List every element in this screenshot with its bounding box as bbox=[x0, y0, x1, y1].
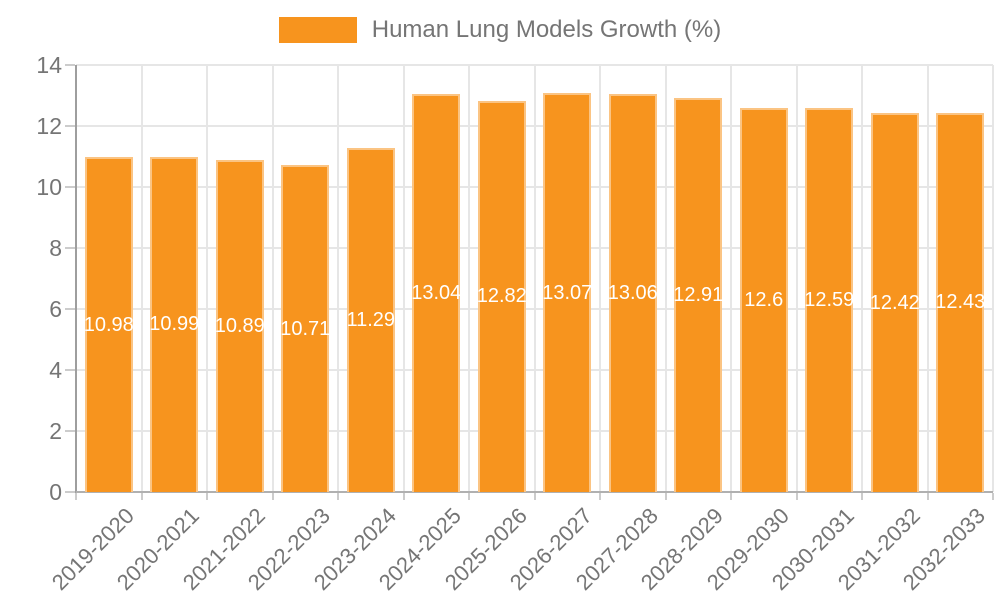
x-tick-mark bbox=[468, 493, 470, 500]
bar-value-label: 12.91 bbox=[673, 284, 724, 307]
bar-value-label: 10.98 bbox=[83, 313, 134, 336]
y-axis-label: 8 bbox=[49, 235, 62, 261]
v-gridline bbox=[468, 65, 470, 492]
x-tick-mark bbox=[402, 493, 405, 500]
bar-value-label: 10.99 bbox=[149, 313, 200, 336]
y-axis-label: 10 bbox=[36, 174, 62, 200]
bar[interactable] bbox=[412, 94, 461, 492]
x-tick-mark bbox=[271, 493, 274, 500]
v-gridline bbox=[992, 65, 994, 492]
x-tick-mark bbox=[861, 493, 863, 500]
y-axis-label: 0 bbox=[49, 479, 62, 505]
x-tick-mark bbox=[795, 493, 798, 500]
bar[interactable] bbox=[870, 113, 919, 492]
x-tick-mark bbox=[533, 493, 536, 500]
y-tick-mark bbox=[65, 125, 75, 127]
y-axis-label: 6 bbox=[49, 296, 62, 322]
v-gridline bbox=[664, 65, 667, 492]
v-gridline bbox=[337, 65, 339, 492]
bar[interactable] bbox=[215, 159, 264, 492]
v-gridline bbox=[795, 65, 798, 492]
bar-value-label: 12.59 bbox=[804, 289, 855, 311]
legend: Human Lung Models Growth (%) bbox=[0, 16, 1000, 44]
x-tick-mark bbox=[664, 493, 667, 500]
y-axis-line bbox=[75, 65, 77, 494]
v-gridline bbox=[402, 65, 405, 492]
y-axis-label: 12 bbox=[36, 113, 62, 139]
y-tick-mark bbox=[65, 430, 75, 432]
x-axis-line bbox=[76, 491, 993, 493]
bar[interactable] bbox=[805, 108, 854, 492]
v-gridline bbox=[533, 65, 536, 492]
bar-value-label: 10.71 bbox=[280, 317, 331, 340]
x-tick-mark bbox=[992, 493, 994, 500]
bar[interactable] bbox=[543, 93, 592, 492]
x-tick-mark bbox=[730, 493, 732, 500]
v-gridline bbox=[599, 65, 601, 492]
v-gridline bbox=[926, 65, 929, 492]
bar[interactable] bbox=[936, 112, 985, 492]
x-tick-mark bbox=[206, 493, 208, 500]
y-tick-mark bbox=[65, 247, 75, 249]
legend-swatch bbox=[278, 17, 357, 43]
v-gridline bbox=[730, 65, 732, 492]
bar-value-label: 12.43 bbox=[935, 291, 986, 314]
bar[interactable] bbox=[150, 156, 199, 492]
bar[interactable] bbox=[346, 147, 395, 492]
bar-value-label: 13.06 bbox=[607, 281, 658, 304]
bar-value-label: 13.04 bbox=[411, 282, 462, 305]
bar[interactable] bbox=[281, 165, 330, 492]
v-gridline bbox=[206, 65, 208, 492]
bar[interactable] bbox=[84, 157, 133, 492]
bar-value-label: 10.89 bbox=[214, 314, 265, 337]
y-tick-mark bbox=[65, 64, 75, 66]
bar-value-label: 13.07 bbox=[542, 281, 593, 304]
bar[interactable] bbox=[608, 93, 657, 492]
v-gridline bbox=[271, 65, 274, 492]
y-tick-mark bbox=[65, 186, 75, 188]
x-tick-mark bbox=[75, 493, 77, 500]
bar-value-label: 12.42 bbox=[869, 291, 920, 314]
bar-value-label: 12.82 bbox=[476, 285, 527, 308]
x-tick-mark bbox=[337, 493, 339, 500]
v-gridline bbox=[861, 65, 863, 492]
x-tick-mark bbox=[926, 493, 929, 500]
v-gridline bbox=[140, 65, 143, 492]
x-tick-mark bbox=[599, 493, 601, 500]
bar[interactable] bbox=[674, 98, 723, 492]
bar[interactable] bbox=[739, 107, 788, 492]
y-tick-mark bbox=[65, 491, 75, 493]
y-axis-label: 4 bbox=[49, 357, 62, 383]
y-axis-label: 2 bbox=[49, 418, 62, 444]
legend-label: Human Lung Models Growth (%) bbox=[371, 16, 722, 43]
bar-value-label: 11.29 bbox=[346, 308, 396, 331]
y-tick-mark bbox=[65, 308, 75, 310]
y-tick-mark bbox=[65, 369, 75, 371]
bar[interactable] bbox=[477, 100, 526, 492]
bar-value-label: 12.6 bbox=[744, 288, 784, 311]
y-axis-label: 14 bbox=[36, 52, 62, 78]
x-tick-mark bbox=[140, 493, 143, 500]
